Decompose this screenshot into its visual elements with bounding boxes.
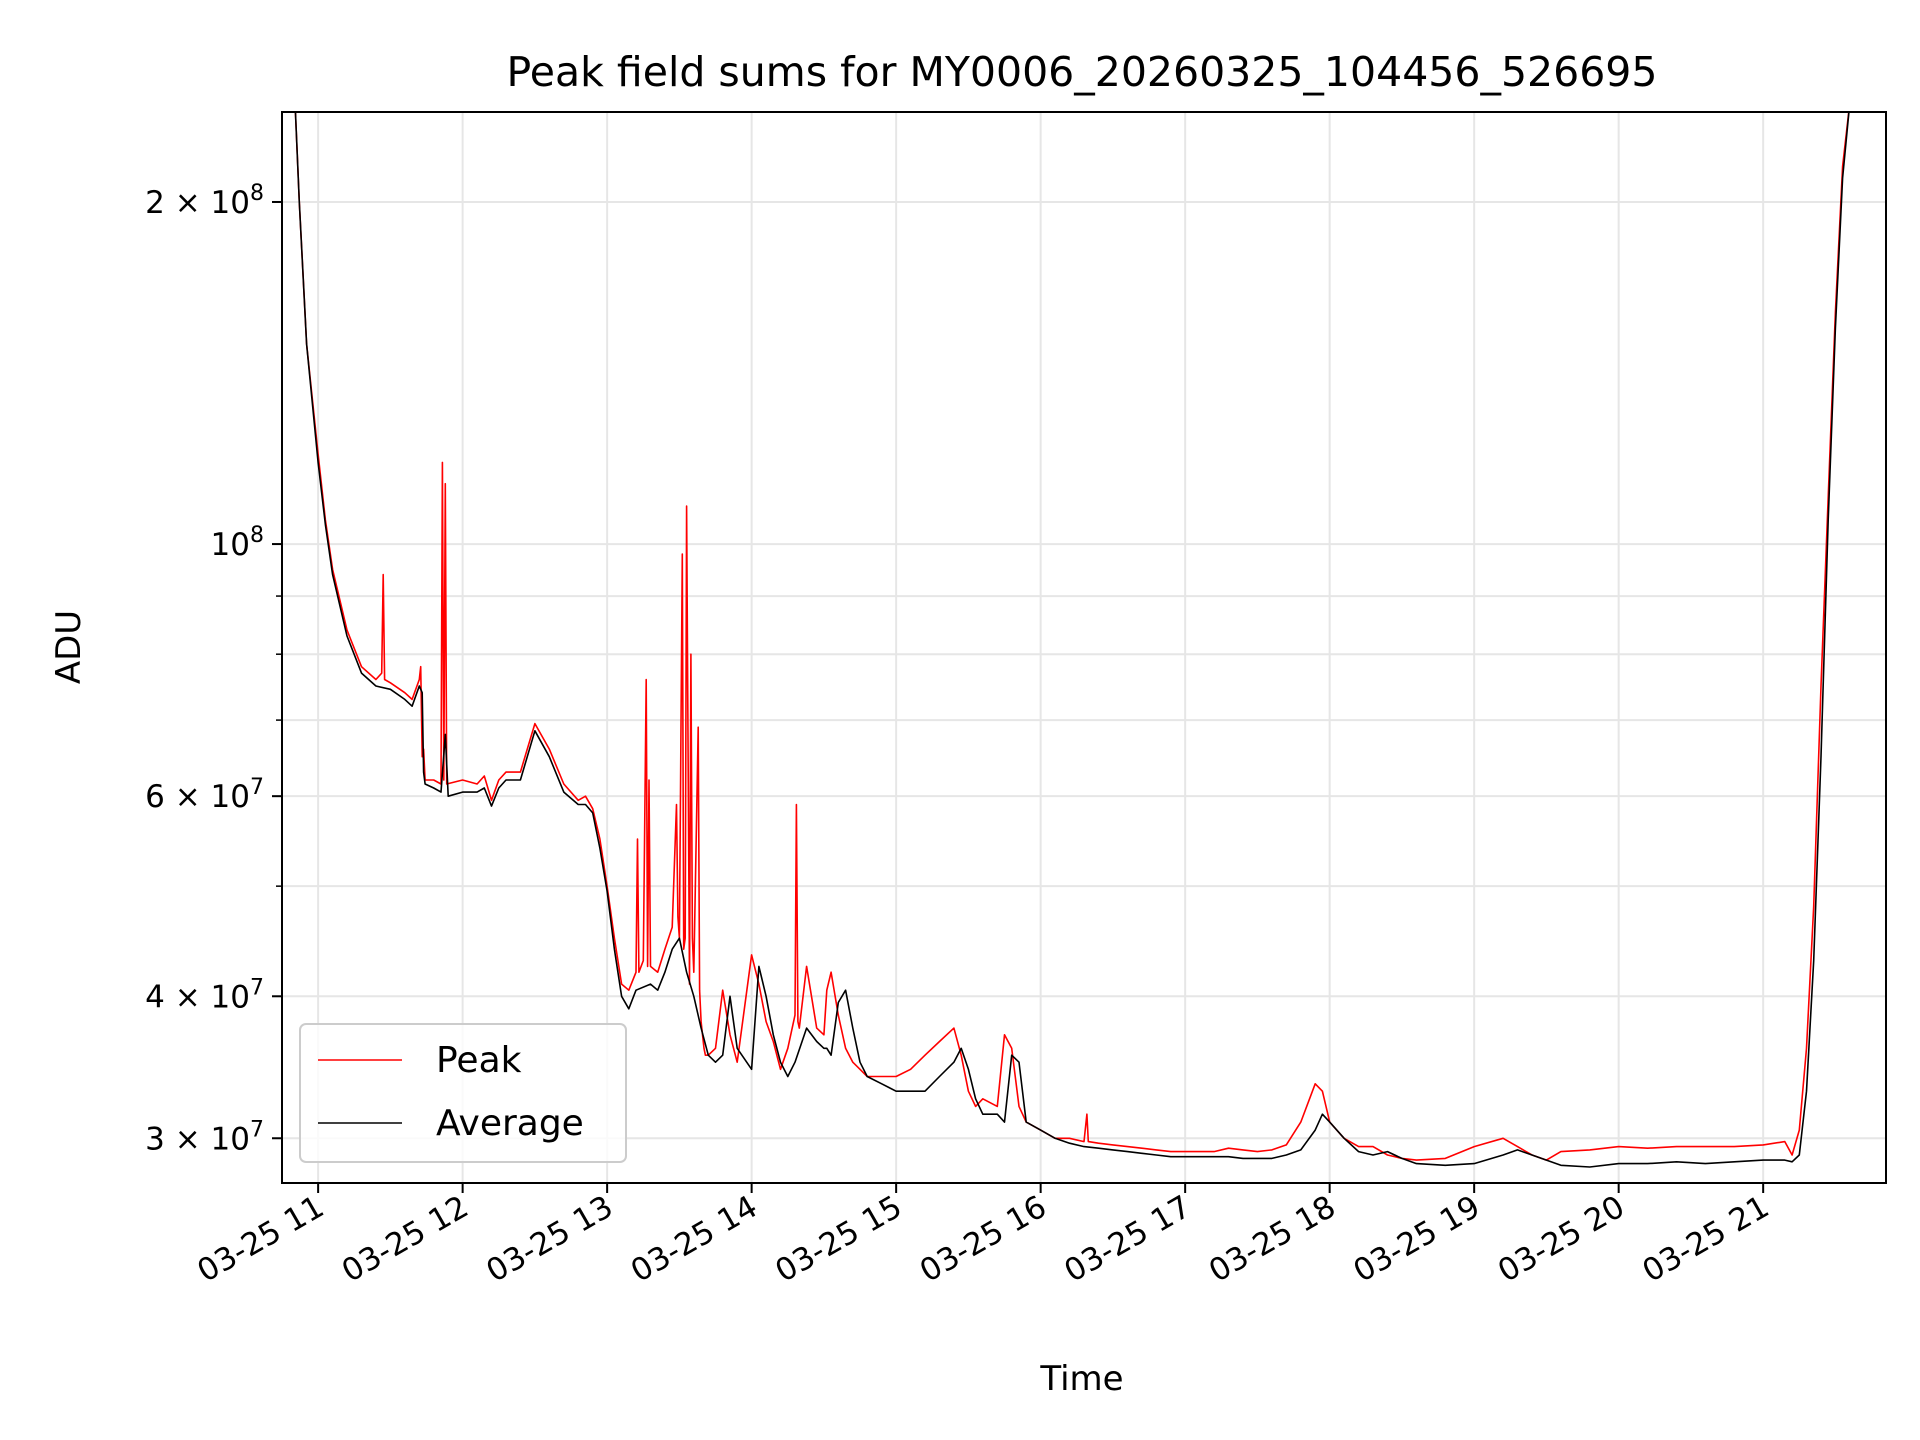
y-tick-label: 2 × 108 [145, 181, 264, 221]
y-axis: 3 × 107 4 × 107 6 × 107 108 2 × 108 [145, 181, 282, 1157]
series-line-average [294, 112, 1850, 1168]
y-tick-label: 6 × 107 [145, 775, 264, 815]
legend-label-average: Average [436, 1103, 584, 1144]
x-axis-label: Time [1039, 1359, 1123, 1399]
plot-frame [281, 111, 1887, 1184]
legend-label-peak: Peak [436, 1040, 522, 1081]
grid [282, 112, 1886, 1183]
y-tick-label: 3 × 107 [145, 1117, 264, 1157]
chart-title: Peak field sums for MY0006_20260325_1044… [507, 48, 1658, 96]
legend-box [299, 1023, 627, 1163]
y-tick-label: 4 × 107 [145, 975, 264, 1015]
legend: Peak Average [299, 1023, 627, 1163]
series-line-peak [294, 112, 1850, 1161]
y-tick-label: 108 [211, 523, 264, 563]
plot-lines [294, 112, 1850, 1168]
y-axis-label: ADU [49, 610, 89, 684]
